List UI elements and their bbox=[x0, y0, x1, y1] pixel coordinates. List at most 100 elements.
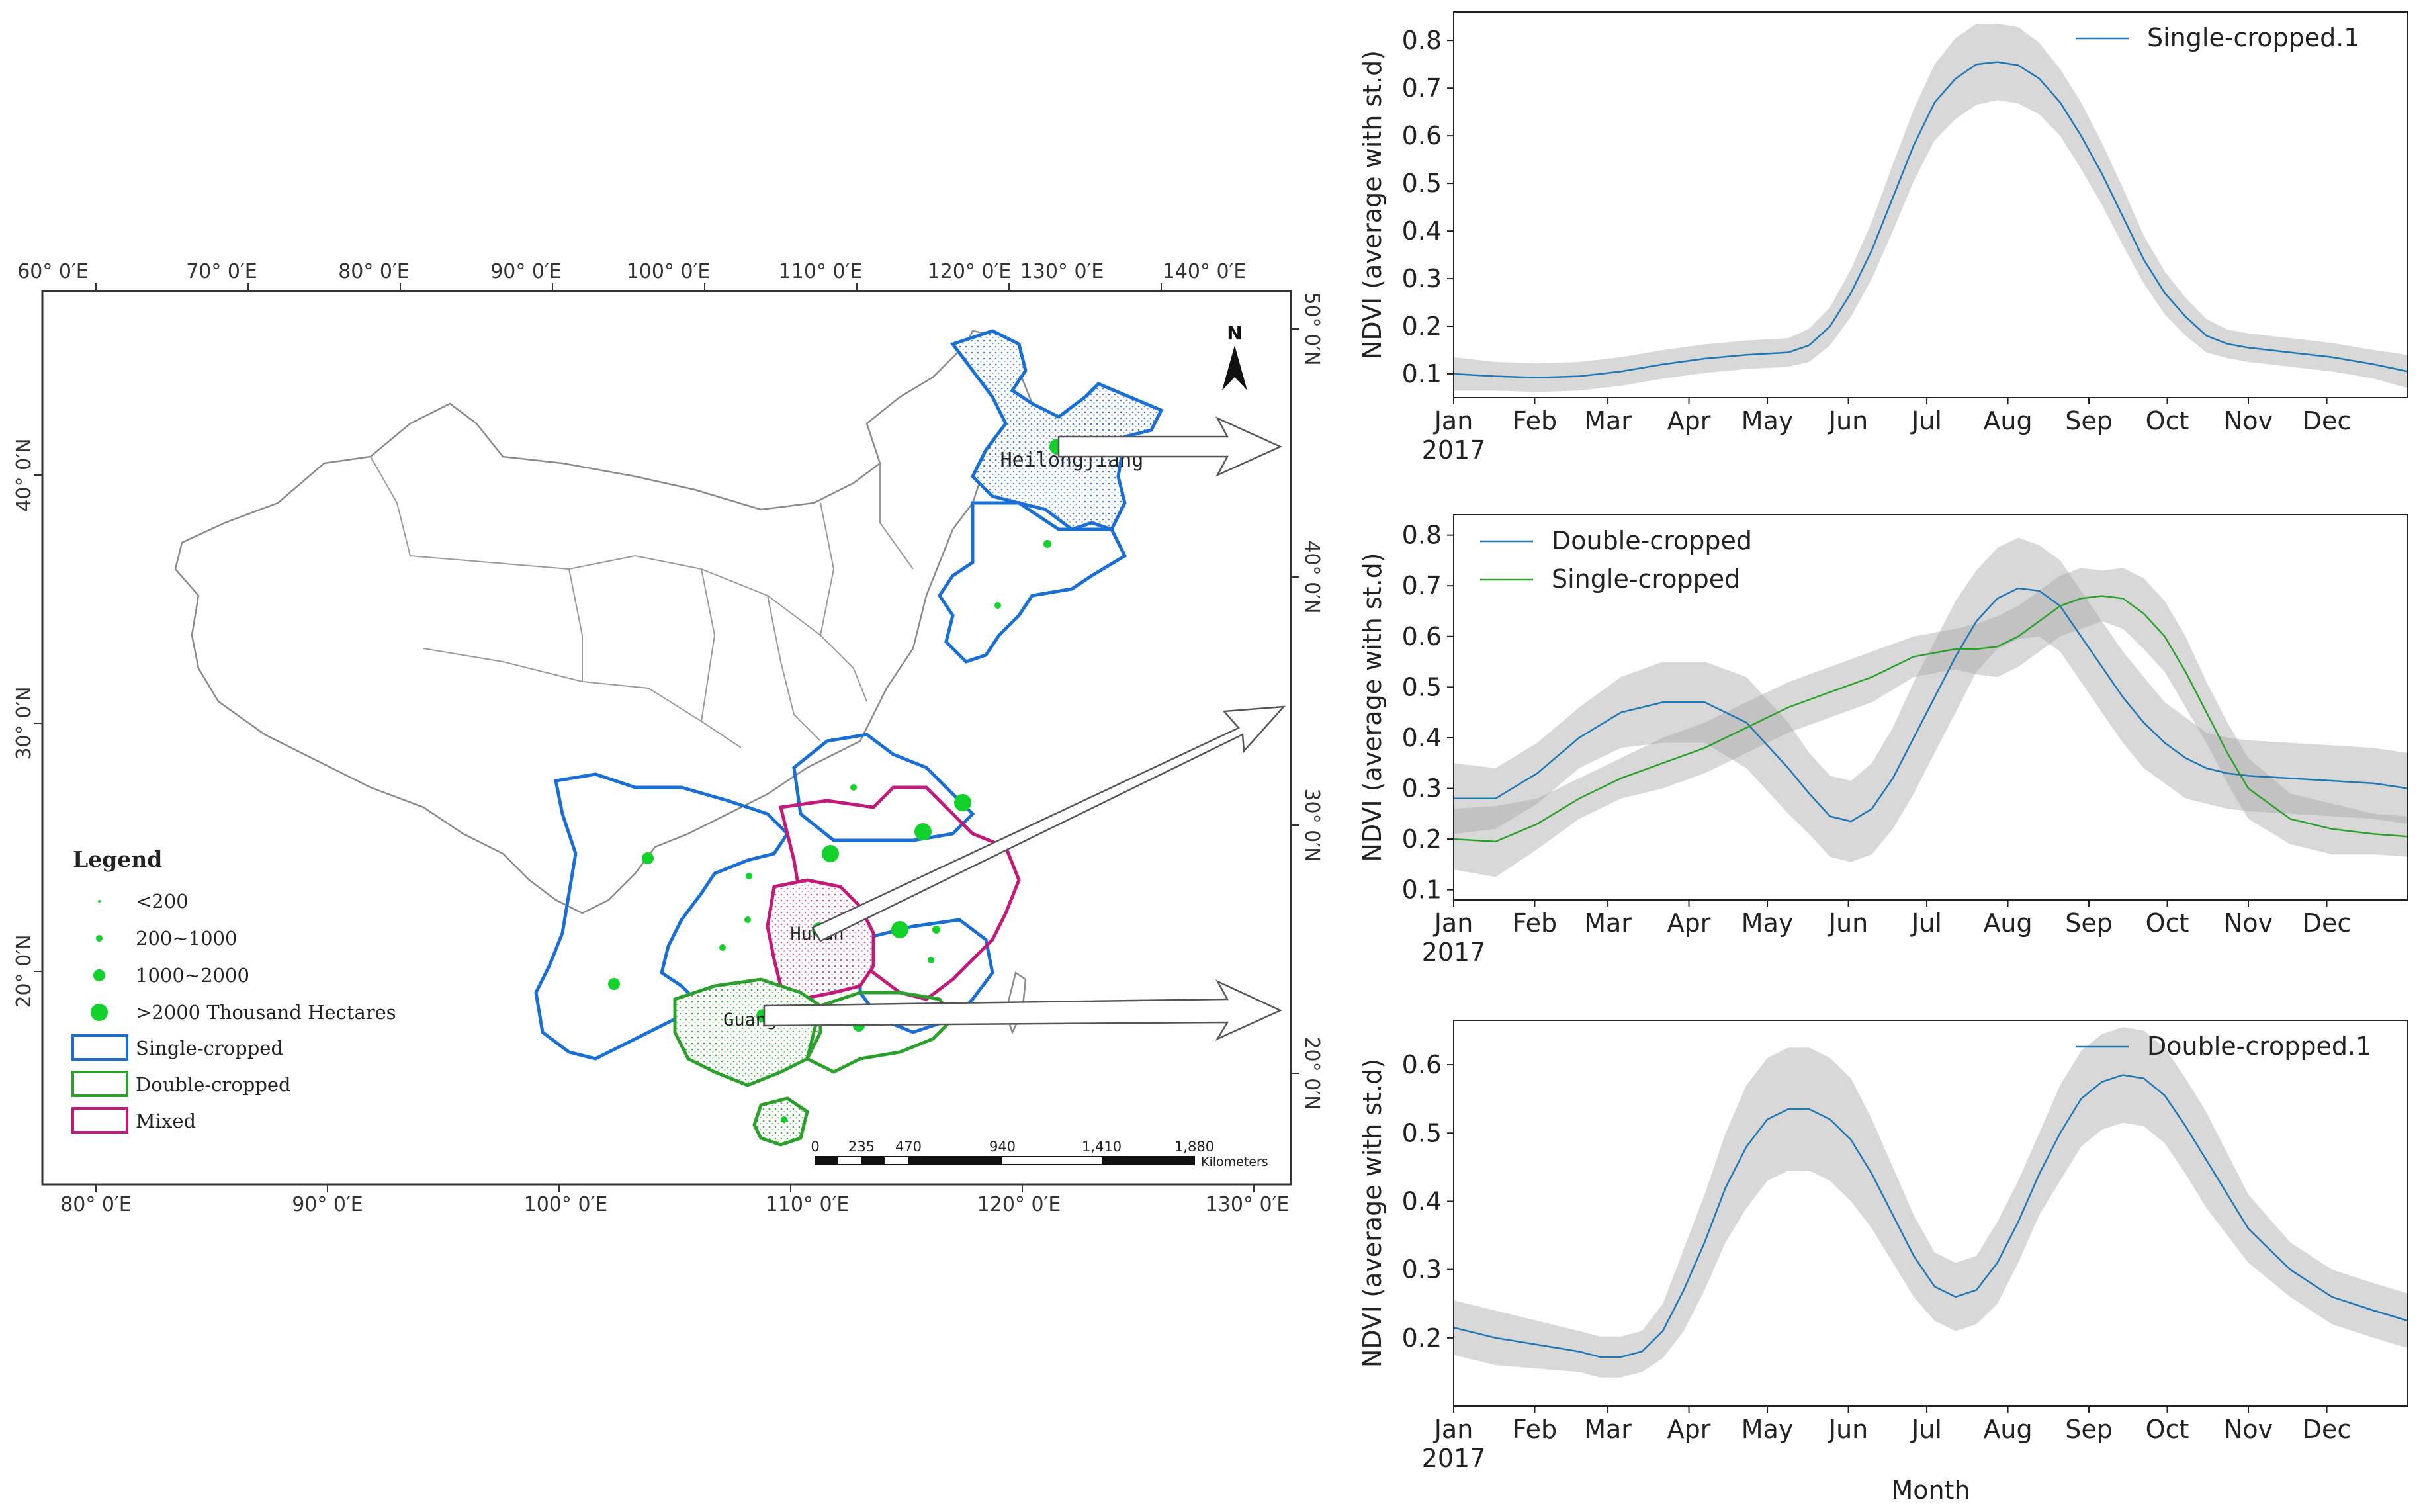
x-tick-label: Dec bbox=[2303, 909, 2352, 938]
x-tick-label: 2017 bbox=[1422, 435, 1486, 465]
china-outline bbox=[174, 330, 1034, 914]
right-axis-label: 40° 0′N bbox=[1300, 540, 1323, 613]
left-axis-label: 20° 0′N bbox=[13, 934, 36, 1008]
x-tick-label: Mar bbox=[1584, 1415, 1632, 1444]
y-tick-label: 0.4 bbox=[1402, 216, 1442, 245]
bottom-axis-label: 80° 0′E bbox=[60, 1193, 132, 1216]
y-tick-label: 0.2 bbox=[1402, 312, 1442, 341]
point-small bbox=[994, 602, 1001, 609]
y-tick-label: 0.1 bbox=[1402, 359, 1442, 388]
y-tick-label: 0.2 bbox=[1402, 1323, 1442, 1353]
x-tick-label: Oct bbox=[2146, 406, 2189, 435]
legend-symbol-small bbox=[98, 900, 101, 903]
series-line-0 bbox=[1454, 587, 2408, 823]
point-large bbox=[891, 921, 908, 938]
x-tick-label: Jan bbox=[1433, 406, 1474, 435]
x-tick-label: Nov bbox=[2224, 909, 2273, 938]
x-tick-label: May bbox=[1741, 406, 1794, 435]
y-tick-label: 0.6 bbox=[1402, 121, 1442, 150]
scale-label: 0 bbox=[811, 1139, 819, 1155]
x-tick-label: Sep bbox=[2065, 909, 2113, 938]
x-tick-label: Feb bbox=[1513, 909, 1557, 938]
std-band-0 bbox=[1454, 537, 2408, 862]
x-axis-label: Month bbox=[1891, 1476, 1970, 1505]
legend-item-mixed: Mixed bbox=[136, 1110, 196, 1132]
point-small bbox=[850, 784, 857, 791]
x-tick-label: Jul bbox=[1910, 909, 1942, 938]
top-axis-label: 110° 0′E bbox=[779, 260, 863, 283]
x-tick-label: Sep bbox=[2065, 406, 2113, 435]
x-tick-label: Mar bbox=[1584, 909, 1632, 938]
bottom-axis-label: 90° 0′E bbox=[292, 1193, 363, 1216]
legend-label-1: Single-cropped bbox=[1552, 564, 1740, 594]
y-tick-label: 0.6 bbox=[1402, 1050, 1442, 1079]
arrow-guangxi bbox=[763, 979, 1283, 1041]
point-large bbox=[954, 794, 971, 811]
map-svg: 60° 0′E 70° 0′E 80° 0′E 90° 0′E 100° 0′E… bbox=[13, 260, 1323, 1216]
region-southwest bbox=[534, 772, 790, 1061]
y-tick-label: 0.5 bbox=[1402, 169, 1442, 198]
map-legend: Legend <200 200~1000 1000~2000 >2000 Tho… bbox=[71, 846, 396, 1134]
region-hainan bbox=[752, 1096, 809, 1147]
scale-label: 235 bbox=[848, 1139, 875, 1155]
point-large bbox=[822, 845, 839, 862]
x-tick-label: Jan bbox=[1433, 1415, 1474, 1444]
province-boundaries bbox=[370, 456, 914, 748]
y-axis-label: NDVI (average with st.d) bbox=[1358, 1059, 1387, 1368]
point-small bbox=[746, 873, 752, 879]
ndvi-charts: 0.1 0.2 0.3 0.4 0.5 0.6 0.7 0.8 Jan 2017 Feb Mar Apr… bbox=[1317, 0, 2423, 1509]
series-line-0 bbox=[1453, 1074, 2408, 1358]
x-tick-label: 2017 bbox=[1422, 938, 1486, 967]
legend-swatch-mixed bbox=[71, 1107, 128, 1134]
x-tick-label: Feb bbox=[1513, 406, 1557, 435]
series-line-1 bbox=[1453, 595, 2408, 843]
plot-frame bbox=[1453, 1020, 2408, 1407]
right-axis-label: 50° 0′N bbox=[1300, 292, 1323, 365]
x-tick-label: May bbox=[1741, 909, 1794, 938]
y-tick-label: 0.4 bbox=[1402, 723, 1442, 752]
left-axis-label: 30° 0′N bbox=[13, 686, 36, 760]
legend-swatch-single bbox=[71, 1034, 128, 1061]
point-small bbox=[781, 1116, 787, 1123]
bottom-axis-label: 120° 0′E bbox=[977, 1193, 1061, 1216]
y-tick-label: 0.5 bbox=[1402, 1118, 1442, 1147]
legend-symbol-medium bbox=[96, 935, 103, 942]
point-medium bbox=[608, 978, 620, 990]
point-small bbox=[932, 926, 940, 934]
top-axis-label: 130° 0′E bbox=[1020, 260, 1104, 283]
x-tick-label: Oct bbox=[2146, 1415, 2189, 1444]
x-tick-label: Dec bbox=[2303, 1415, 2352, 1444]
x-tick-label: Apr bbox=[1667, 909, 1711, 938]
x-tick-label: Mar bbox=[1584, 406, 1632, 435]
x-tick-label: Dec bbox=[2303, 406, 2352, 435]
x-tick-label: Jun bbox=[1828, 1415, 1868, 1444]
legend-title: Legend bbox=[73, 846, 162, 872]
top-axis-label: 60° 0′E bbox=[17, 260, 89, 283]
x-tick-label: Sep bbox=[2065, 1415, 2113, 1444]
legend-swatch-double bbox=[71, 1071, 128, 1097]
scale-bar: 0 235 470 940 1,410 1,880 Kilometers bbox=[811, 1139, 1268, 1169]
right-axis-label: 20° 0′N bbox=[1300, 1036, 1323, 1110]
std-band-0 bbox=[1454, 1027, 2408, 1378]
y-axis-label: NDVI (average with st.d) bbox=[1358, 50, 1387, 359]
plot-frame bbox=[1453, 11, 2408, 398]
x-tick-label: Jun bbox=[1828, 406, 1868, 435]
north-label: N bbox=[1227, 322, 1242, 344]
legend-label-0: Double-cropped bbox=[1552, 526, 1752, 555]
scale-label: 470 bbox=[895, 1139, 922, 1155]
region-north-china-plain bbox=[792, 733, 975, 842]
x-tick-label: Apr bbox=[1667, 1415, 1711, 1444]
top-axis-label: 140° 0′E bbox=[1163, 260, 1247, 283]
x-tick-label: Feb bbox=[1513, 1415, 1557, 1444]
x-tick-label: Aug bbox=[1983, 909, 2032, 938]
graticule-ticks bbox=[34, 283, 1299, 1192]
top-axis-label: 120° 0′E bbox=[928, 260, 1012, 283]
series-line-0 bbox=[1453, 61, 2408, 379]
y-tick-label: 0.8 bbox=[1402, 521, 1442, 550]
scale-unit: Kilometers bbox=[1201, 1155, 1268, 1169]
bottom-axis-label: 130° 0′E bbox=[1206, 1193, 1290, 1216]
point-small bbox=[928, 957, 934, 963]
